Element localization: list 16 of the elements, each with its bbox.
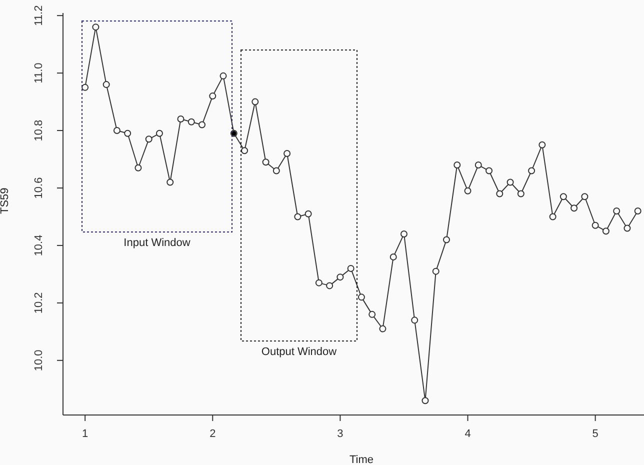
y-tick-label: 10.2 bbox=[32, 292, 45, 314]
x-tick-label: 2 bbox=[210, 428, 216, 440]
x-tick-label: 4 bbox=[464, 428, 471, 440]
x-tick-label: 5 bbox=[592, 428, 598, 440]
y-tick-label: 10.0 bbox=[32, 350, 45, 372]
y-tick-label: 10.6 bbox=[32, 177, 45, 199]
annotation: Output Window bbox=[261, 346, 337, 358]
y-tick-label: 10.8 bbox=[32, 120, 45, 142]
y-tick-label: 11.0 bbox=[32, 62, 45, 84]
y-tick-label: 11.2 bbox=[32, 5, 45, 26]
x-tick-label: 3 bbox=[337, 428, 344, 440]
x-axis-title: Time bbox=[349, 454, 374, 465]
y-axis-title: TS59 bbox=[0, 188, 11, 214]
x-tick-label: 1 bbox=[82, 428, 88, 440]
y-tick-label: 10.4 bbox=[32, 234, 45, 256]
annotation: Input Window bbox=[124, 237, 190, 249]
